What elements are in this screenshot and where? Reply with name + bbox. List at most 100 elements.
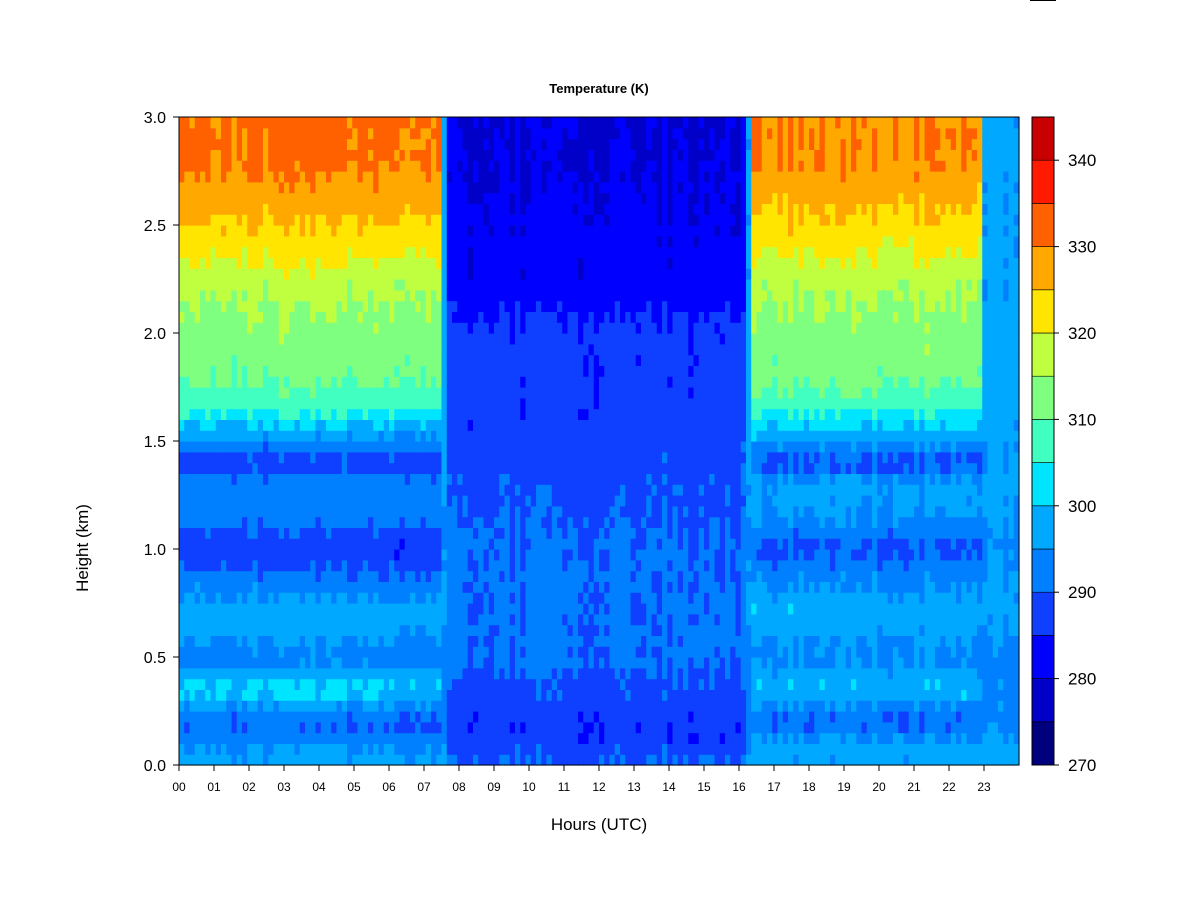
heatmap-cell <box>305 678 311 690</box>
heatmap-cell <box>410 700 416 712</box>
heatmap-cell <box>410 538 416 550</box>
heatmap-cell <box>184 441 191 453</box>
heatmap-cell <box>205 743 212 755</box>
heatmap-cell <box>189 559 196 572</box>
heatmap-cell <box>562 732 569 744</box>
heatmap-cell <box>467 505 474 518</box>
heatmap-cell <box>551 311 558 323</box>
heatmap-cell <box>357 289 364 302</box>
heatmap-cell <box>341 322 348 334</box>
heatmap-cell <box>373 160 380 172</box>
heatmap-cell <box>236 397 243 410</box>
heatmap-cell <box>231 127 238 140</box>
heatmap-cell <box>331 473 338 485</box>
heatmap-cell <box>179 376 185 388</box>
heatmap-cell <box>436 700 443 712</box>
heatmap-cell <box>357 181 364 194</box>
heatmap-cell <box>520 322 527 334</box>
heatmap-cell <box>310 397 317 410</box>
heatmap-cell <box>273 192 280 204</box>
heatmap-cell <box>399 289 406 302</box>
heatmap-cell <box>362 235 369 248</box>
heatmap-cell <box>368 646 374 658</box>
heatmap-cell <box>362 570 369 582</box>
heatmap-cell <box>189 635 196 647</box>
heatmap-cell <box>394 214 401 226</box>
heatmap-cell <box>541 678 548 690</box>
heatmap-cell <box>604 397 611 410</box>
heatmap-cell <box>420 149 427 161</box>
heatmap-cell <box>415 333 422 345</box>
heatmap-cell <box>441 430 448 442</box>
heatmap-cell <box>289 160 296 172</box>
heatmap-cell <box>420 549 427 561</box>
heatmap-cell <box>299 505 306 518</box>
heatmap-cell <box>184 484 191 496</box>
heatmap-cell <box>326 484 332 496</box>
heatmap-cell <box>404 624 411 636</box>
heatmap-cell <box>362 127 369 140</box>
heatmap-cell <box>578 203 584 215</box>
heatmap-cell <box>431 549 437 561</box>
heatmap-cell <box>509 160 516 172</box>
heatmap-cell <box>446 505 453 518</box>
heatmap-cell <box>273 689 280 701</box>
heatmap-cell <box>289 495 296 507</box>
heatmap-cell <box>520 235 527 248</box>
heatmap-cell <box>583 289 590 302</box>
heatmap-cell <box>562 430 569 442</box>
heatmap-cell <box>242 127 248 140</box>
heatmap-cell <box>399 279 406 291</box>
heatmap-cell <box>488 279 495 291</box>
heatmap-cell <box>436 279 443 291</box>
heatmap-cell <box>294 235 301 248</box>
heatmap-cell <box>257 484 264 496</box>
heatmap-cell <box>341 149 348 161</box>
heatmap-cell <box>294 581 301 593</box>
heatmap-cell <box>236 322 243 334</box>
heatmap-cell <box>305 754 311 766</box>
heatmap-cell <box>525 603 532 615</box>
heatmap-cell <box>310 430 317 442</box>
heatmap-cell <box>331 322 338 334</box>
heatmap-cell <box>257 700 264 712</box>
heatmap-cell <box>362 657 369 669</box>
heatmap-cell <box>294 289 301 302</box>
heatmap-cell <box>320 657 327 669</box>
heatmap-cell <box>420 246 427 258</box>
heatmap-cell <box>420 484 427 496</box>
heatmap-cell <box>368 387 374 399</box>
heatmap-cell <box>179 171 185 183</box>
heatmap-cell <box>415 138 422 150</box>
heatmap-cell <box>394 160 401 172</box>
heatmap-cell <box>515 322 521 334</box>
heatmap-cell <box>588 419 595 431</box>
heatmap-cell <box>189 149 196 161</box>
heatmap-cell <box>284 559 290 572</box>
heatmap-cell <box>478 279 485 291</box>
heatmap-cell <box>226 127 233 140</box>
heatmap-cell <box>210 300 217 312</box>
heatmap-cell <box>551 473 558 485</box>
heatmap-cell <box>425 581 432 593</box>
heatmap-cell <box>425 559 432 572</box>
heatmap-cell <box>578 235 584 248</box>
heatmap-cell <box>179 732 185 744</box>
heatmap-cell <box>467 689 474 701</box>
heatmap-cell <box>236 473 243 485</box>
heatmap-cell <box>389 754 395 766</box>
heatmap-cell <box>352 516 359 528</box>
heatmap-cell <box>483 397 490 410</box>
heatmap-cell <box>504 408 511 420</box>
heatmap-cell <box>179 743 185 755</box>
heatmap-cell <box>257 387 264 399</box>
heatmap-cell <box>520 711 527 723</box>
heatmap-cell <box>252 138 259 150</box>
heatmap-cell <box>441 527 448 539</box>
heatmap-cell <box>473 397 479 410</box>
heatmap-cell <box>179 322 185 334</box>
heatmap-cell <box>247 343 254 356</box>
heatmap-cell <box>294 343 301 356</box>
heatmap-cell <box>378 376 385 388</box>
heatmap-cell <box>194 333 201 345</box>
